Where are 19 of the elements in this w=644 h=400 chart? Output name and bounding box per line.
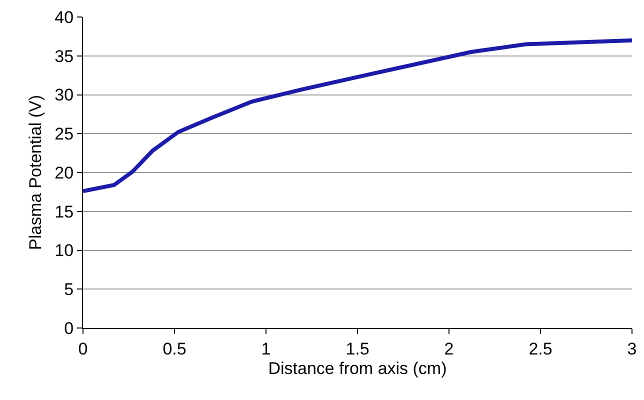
x-tick-label: 3 [627,339,637,358]
x-tick-label: 1 [261,339,271,358]
y-tick-label: 5 [64,280,74,300]
y-tick-label: 0 [64,318,74,338]
y-tick-label: 10 [54,241,74,260]
y-tick-label: 35 [54,46,74,66]
x-tick-label: 0.5 [162,339,186,358]
x-tick-label: 2.5 [528,339,552,358]
y-axis-title: Plasma Potential (V) [26,95,46,250]
y-tick-label: 15 [54,202,74,222]
x-tick-label: 0 [78,339,88,358]
y-tick-label: 30 [54,86,74,105]
y-tick-label: 25 [54,124,74,144]
x-tick-label: 1.5 [346,339,370,358]
x-axis-title: Distance from axis (cm) [268,358,447,378]
line-series [83,38,632,194]
x-tick-label: 2 [444,339,454,358]
y-tick-label: 20 [54,163,74,182]
y-tick-label: 40 [54,8,74,27]
